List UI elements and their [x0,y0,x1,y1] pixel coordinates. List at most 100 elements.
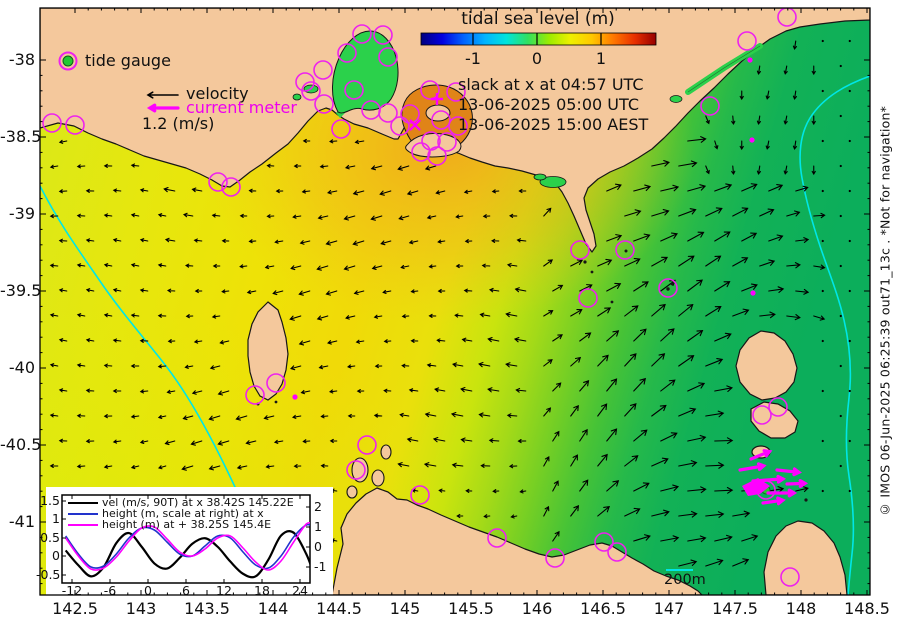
arrow-glyph [49,413,59,418]
status-slack-time: slack at x at 04:57 UTC [458,75,644,94]
arrow-glyph [298,340,311,346]
arrow-glyph [465,488,473,493]
current-meter-dot [749,137,755,143]
arrow-glyph [579,428,588,442]
tide-gauge-marker [780,567,800,587]
arrow-glyph [660,432,678,442]
arrow-glyph [343,265,356,271]
arrow-glyph [714,385,733,393]
arrow-glyph [423,462,437,468]
arrow-glyph [103,363,113,368]
arrow-glyph [85,238,95,243]
arrow-glyph [112,388,122,394]
arrow-glyph [328,389,338,394]
axis-ticks [40,8,870,595]
map-frame [39,7,871,596]
arrow-glyph [401,314,410,319]
scalebar-label: 200m [664,572,706,588]
longitude-label: 144 [257,599,289,618]
arrow-glyph [811,165,816,176]
islands-hunter [346,444,392,499]
arrow-glyph [302,439,311,444]
tide-gauge-marker [410,485,430,505]
arrow-glyph [624,403,637,417]
arrow-glyph [739,90,744,101]
arrow-glyph [606,282,622,292]
arrow-glyph [633,184,652,192]
arrow-glyph [516,238,527,243]
arrow-glyph [58,388,68,393]
arrow-glyph [783,65,788,75]
arrow-glyph [329,438,338,444]
arrow-glyph [290,265,302,271]
tide-gauge-marker [431,110,451,130]
arrow-glyph [579,332,592,342]
arrow-glyph [327,340,338,345]
tide-gauge-markers [42,8,800,587]
tide-gauge-marker [545,548,565,568]
arrow-glyph [272,290,284,296]
arrow-glyph [678,303,694,317]
arrow-glyph [678,460,698,467]
tide-gauge-marker [411,142,431,162]
arrow-glyph [157,213,167,218]
arrow-glyph [275,188,284,194]
arrow-glyph [370,215,383,221]
arrow-glyph [811,65,816,76]
arrow-glyph [85,439,95,444]
arrow-glyph [317,215,329,220]
tide-gauge-marker [331,119,351,139]
arrow-glyph [478,412,491,418]
arrow-glyph [633,233,651,242]
arrow-glyph [651,404,667,417]
arrow-glyph [606,428,618,442]
arrow-glyph [217,440,230,446]
tide-gauge-marker [314,94,334,114]
arrow-glyph [660,328,675,342]
arrow-glyph [508,464,518,469]
arrow-glyph [480,463,491,468]
arrow-glyph [785,479,809,488]
inset-left-tick: 0 [52,548,60,563]
arrow-glyph [624,353,637,367]
inset-left-tick: -0.5 [36,567,61,582]
inset-left-tick: 0.5 [40,530,60,545]
arrow-glyph [488,287,500,293]
inset-legend-row: height (m) at + 38.25S 145.4E [68,518,294,531]
tide-gauge-marker [487,528,507,548]
island-king [247,301,289,401]
arrow-glyph [732,510,751,518]
arrow-glyph [487,387,500,393]
arrow-glyph [436,338,446,343]
arrow-glyph [103,464,113,469]
arrow-glyph [298,290,311,296]
tide-gauge-marker [266,373,286,393]
inset-legend: vel (m/s, 90T) at x 38.42S 145.22E height… [68,496,294,531]
arrow-glyph [191,187,203,193]
arrow-glyph [301,189,311,194]
arrow-glyph [714,140,719,150]
arrow-glyph [768,486,785,493]
arrow-glyph [678,160,698,168]
arrow-glyph [76,164,86,169]
arrow-glyph [543,505,550,517]
arrow-glyph [552,334,563,342]
tide-gauge-marker [594,532,614,552]
arrow-glyph [399,412,410,418]
latitude-label: -38.5 [0,127,42,146]
arrow-glyph [756,65,762,75]
arrow-glyph [519,489,527,494]
arrow-glyph [633,534,651,542]
arrow-glyph [597,453,608,467]
arrow-glyph [624,257,641,267]
station-x-marker [409,119,421,131]
arrow-glyph [435,190,446,195]
arrow-glyph [660,279,676,292]
arrow-glyph [687,329,704,342]
arrow-glyph [380,240,392,246]
arrow-glyph [103,213,113,218]
arrow-glyph [112,439,122,444]
tide-gauge-marker [42,113,62,133]
arrow-glyph [130,465,140,470]
arrow-glyph [633,328,647,342]
